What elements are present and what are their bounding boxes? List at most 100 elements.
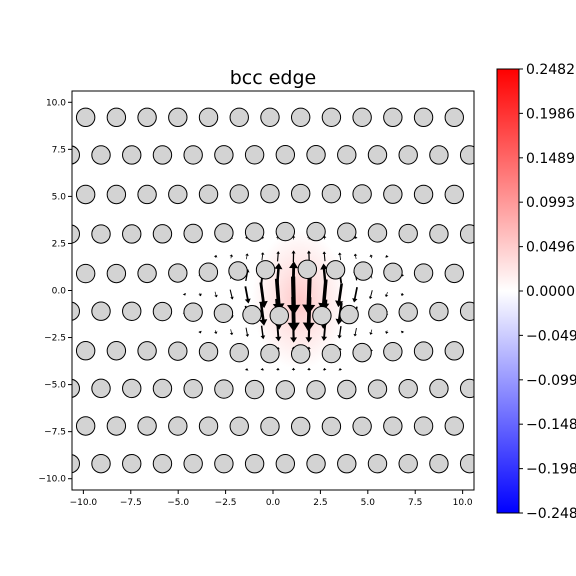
atom [398,453,418,474]
x-tick-label: 5.0 [361,498,376,508]
displacement-arrow-head [338,252,342,255]
y-tick-label: −7.5 [44,428,66,438]
colorbar-tick-label: −0.1489 [526,417,576,433]
atom [337,222,357,242]
x-tick-label: 7.5 [408,498,422,508]
displacement-arrow-head [198,293,202,297]
atom [75,263,96,284]
displacement-arrow-head [305,337,313,343]
atom [383,342,403,362]
displacement-arrow-head [258,300,268,309]
atom [137,416,157,436]
displacement-arrow-head [260,252,265,255]
atom [229,184,249,204]
x-axis: −10.0 −7.5 −5.0 −2.5 0.0 2.5 5.0 7.5 10.0 [70,490,473,508]
displacement-arrow-head [320,263,328,270]
atom [290,344,311,364]
displacement-arrow-head [260,367,265,371]
atom [312,305,332,326]
displacement-arrow-head [230,296,234,300]
displacement-arrow-head [291,367,296,370]
atom [137,263,157,284]
atom [168,341,188,361]
displacement-arrow-head [321,336,328,341]
atom [352,107,372,128]
atom [72,378,80,398]
displacement-arrow-head [338,368,343,371]
atom [228,261,248,281]
atom [429,453,449,474]
displacement-arrow-head [353,333,357,337]
displacement-arrow-head [244,368,249,371]
x-tick-label: 10.0 [453,498,473,508]
atom [106,184,127,205]
atom [198,342,219,362]
atom [183,378,203,399]
atom [152,224,173,244]
atom [444,416,464,436]
atom [122,378,142,399]
atoms [46,107,474,474]
atom [352,342,372,363]
atom [459,378,474,399]
atom [367,453,388,474]
atom [122,224,142,244]
displacement-arrow-head [384,294,389,298]
x-tick-label: −2.5 [215,498,237,508]
atom [183,302,203,322]
displacement-arrow-head [335,318,343,325]
atom [383,262,403,282]
atom [229,342,249,363]
displacement-arrow-head [259,319,268,326]
atom [91,453,111,474]
atom [168,184,188,205]
atom [290,183,311,204]
displacement-arrow-head [369,254,373,258]
atom [260,107,280,128]
y-tick-label: 0.0 [52,287,67,297]
y-tick-label: 2.5 [52,239,66,249]
atom [429,145,449,165]
y-tick-label: 10.0 [46,98,66,108]
atom [46,342,64,360]
displacement-arrow-head [322,251,327,255]
atom [242,304,262,325]
displacement-arrow-head [260,335,266,340]
atom [244,145,265,165]
atom [413,416,434,436]
displacement-arrow-head [198,330,202,334]
atom [398,223,418,244]
atom [72,301,80,321]
atom [260,183,280,204]
atom [444,107,464,128]
displacement-arrow-head [385,331,389,334]
colorbar-tick-label: 0.0993 [526,195,575,211]
displacement-arrow-head [352,298,358,303]
displacement-arrow-head [385,255,389,258]
atom [398,145,418,165]
atom [275,145,296,165]
atom [152,145,173,165]
atom [306,221,326,242]
displacement-arrow-head [214,294,218,298]
atom [152,301,173,322]
atom [444,184,464,205]
atom [213,303,234,323]
displacement-arrow-head [274,262,283,270]
atom [352,184,372,204]
atom [91,145,111,165]
atom [398,378,418,399]
atom [214,145,234,165]
atom [72,224,80,244]
plot-area [46,107,474,474]
atom [91,224,111,244]
x-tick-label: −5.0 [167,498,189,508]
atom [337,379,357,400]
atom [413,107,434,128]
atom [306,380,326,400]
displacement-arrow-head [302,322,315,332]
atom [183,453,203,474]
chart-title: bcc edge [230,67,317,89]
atom [198,107,219,128]
atom [214,223,234,243]
